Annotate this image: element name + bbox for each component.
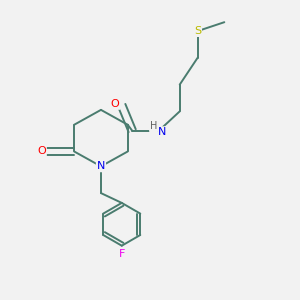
Text: N: N [97,161,105,171]
Text: N: N [158,127,167,137]
Text: O: O [111,99,120,109]
Text: H: H [150,121,157,131]
Text: O: O [37,146,46,157]
Text: F: F [118,249,125,259]
Text: S: S [194,26,201,36]
